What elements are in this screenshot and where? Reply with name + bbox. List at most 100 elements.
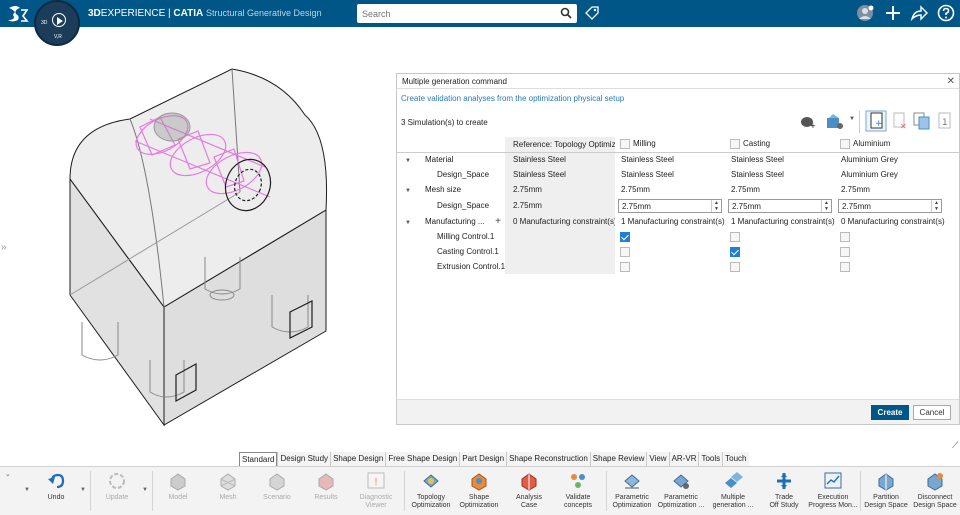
3ds-logo-icon[interactable] [6,4,30,24]
partition-design-space-button[interactable]: Partition Design Space [862,467,910,515]
mesh-size-stepper[interactable]: 2.75mm ▲ ▼ [615,197,725,214]
tab-shape-reconstruction[interactable]: Shape Reconstruction [506,452,590,466]
chevron-down-icon[interactable]: ▼ [142,487,148,493]
new-simulation-icon[interactable]: + [865,110,887,132]
execution-progress-monitor-button[interactable]: Execution Progress Mon... [808,467,858,515]
mesh-button[interactable]: Mesh [208,467,248,515]
diagnostic-viewer-button[interactable]: ! Diagnostic Viewer [354,467,398,515]
checkbox[interactable] [730,231,740,242]
checkbox-cell[interactable] [615,259,725,274]
trade-off-study-button[interactable]: Trade Off Study [762,467,806,515]
tab-touch[interactable]: Touch [722,452,749,466]
model-button[interactable]: Model [158,467,198,515]
checkbox[interactable] [620,139,630,150]
delete-simulation-icon[interactable]: ✕ [892,112,908,130]
multiple-generation-button[interactable]: Multiple generation ... [708,467,758,515]
update-button[interactable]: Update [98,467,136,515]
disconnect-design-space-button[interactable]: Disconnect Design Space [912,467,958,515]
cell-value[interactable]: Stainless Steel [621,170,674,179]
checkbox-cell[interactable] [725,244,835,259]
create-button[interactable]: Create [871,405,909,420]
tab-shape-design[interactable]: Shape Design [330,452,386,466]
checkbox[interactable] [730,261,740,272]
checkbox-cell[interactable] [725,259,835,274]
resize-handle-icon[interactable]: ⟋ [952,440,959,450]
cell-value[interactable]: 2.75mm [621,185,650,194]
close-icon[interactable]: ✕ [946,76,955,87]
rename-simulation-icon[interactable]: 1 [937,112,953,130]
3d-viewport[interactable] [0,27,960,452]
mesh-size-stepper[interactable]: 2.75mm ▲ ▼ [835,197,959,214]
column-header-casting[interactable]: Casting [725,137,835,153]
chevron-down-icon[interactable]: ▼ [849,116,855,122]
expand-panel-icon[interactable]: » [1,242,7,253]
tab-tools[interactable]: Tools [698,452,723,466]
checkbox[interactable] [840,231,850,242]
column-header-milling[interactable]: Milling [615,137,725,153]
column-header-aluminium[interactable]: Aluminium [835,137,959,153]
mesh-settings-icon[interactable] [825,113,845,131]
cell-value[interactable]: 2.75mm [841,185,870,194]
stepper-arrows-icon[interactable]: ▲ ▼ [711,199,721,212]
parametric-optimization-button[interactable]: Parametric Optimization [610,467,654,515]
add-material-icon[interactable]: + [800,115,816,129]
shape-optimization-button[interactable]: Shape Optimization [456,467,502,515]
tab-view[interactable]: View [646,452,669,466]
tab-shape-review[interactable]: Shape Review [589,452,647,466]
validation-link[interactable]: Create validation analyses from the opti… [401,94,625,103]
tab-standard[interactable]: Standard [239,452,278,466]
analysis-case-button[interactable]: Analysis Case [508,467,550,515]
chevron-down-icon[interactable]: ▼ [80,487,86,493]
checkbox-cell[interactable] [835,244,959,259]
checkbox[interactable] [840,139,850,150]
validate-concepts-button[interactable]: Validate concepts [556,467,600,515]
stepper-arrows-icon[interactable]: ▲ ▼ [821,199,831,212]
tab-ar-vr[interactable]: AR-VR [668,452,699,466]
collapse-arrow-icon[interactable]: ▼ [405,158,411,165]
collapse-arrow-icon[interactable]: ▼ [405,220,411,226]
collapse-actionbar-icon[interactable]: ⌄ [5,471,11,478]
collapse-arrow-icon[interactable]: ▼ [405,188,411,194]
checkbox[interactable] [620,261,630,272]
results-button[interactable]: Results [306,467,346,515]
cell-value[interactable]: 2.75mm [731,185,760,194]
cell-value[interactable]: Aluminium Grey [841,155,898,165]
tab-design-study[interactable]: Design Study [277,452,331,466]
checkbox-cell[interactable] [835,259,959,274]
add-icon[interactable]: + [495,216,501,227]
tag-icon[interactable] [584,5,600,21]
user-avatar-icon[interactable] [856,4,874,22]
checkbox[interactable] [840,261,850,272]
duplicate-simulation-icon[interactable] [913,112,931,130]
checkbox-cell[interactable] [835,229,959,244]
checkbox[interactable] [620,246,630,257]
checkbox-cell[interactable] [615,244,725,259]
undo-button[interactable]: Undo [38,467,74,515]
share-icon[interactable] [910,4,928,22]
stepper-arrows-icon[interactable]: ▲ ▼ [931,199,941,212]
tab-free-shape-design[interactable]: Free Shape Design [385,452,460,466]
add-icon[interactable] [884,4,902,22]
cancel-button[interactable]: Cancel [913,405,951,420]
scenario-button[interactable]: Scenario [256,467,298,515]
cell-value[interactable]: Stainless Steel [731,170,784,179]
cell-value[interactable]: Aluminium Grey [841,170,898,179]
search-input[interactable] [362,5,552,22]
checkbox[interactable] [730,139,740,150]
search-icon[interactable] [560,7,572,19]
checkbox-cell[interactable] [725,229,835,244]
topology-optimization-button[interactable]: Topology Optimization [408,467,454,515]
help-icon[interactable] [937,4,955,22]
chevron-down-icon[interactable]: ▼ [24,487,30,493]
reference-cell [505,244,615,259]
parametric-optimization-more-button[interactable]: Parametric Optimization ... [656,467,706,515]
checkbox-checked[interactable] [620,231,630,242]
cell-value[interactable]: Stainless Steel [731,155,784,165]
checkbox-checked[interactable] [730,246,740,257]
checkbox[interactable] [840,246,850,257]
tab-part-design[interactable]: Part Design [459,452,507,466]
compass-widget[interactable]: 3D V,R [34,0,80,46]
mesh-size-stepper[interactable]: 2.75mm ▲ ▼ [725,197,835,214]
checkbox-cell[interactable] [615,229,725,244]
cell-value[interactable]: Stainless Steel [621,155,674,165]
